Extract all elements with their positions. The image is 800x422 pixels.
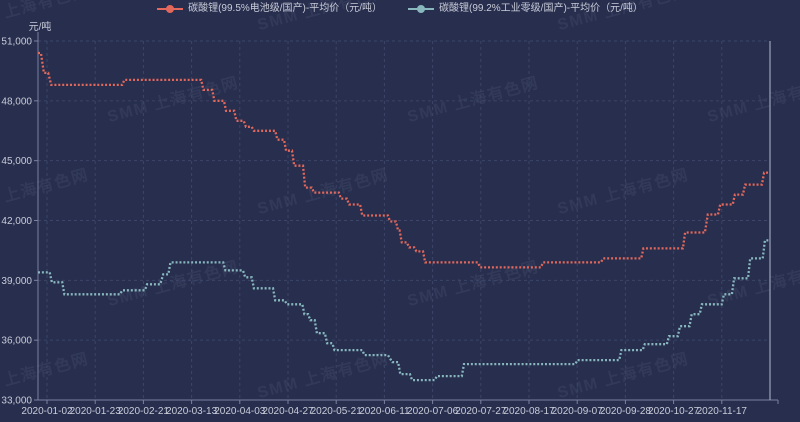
y-tick-label: 45,000 (1, 156, 32, 167)
x-tick-label: 2020-08-17 (503, 406, 555, 417)
x-tick-label: 2020-03-13 (166, 406, 218, 417)
x-tick-label: 2020-06-11 (359, 406, 410, 417)
x-tick-label: 2020-02-21 (118, 406, 170, 417)
y-tick-label: 48,000 (1, 96, 32, 107)
x-tick-label: 2020-01-02 (21, 406, 73, 417)
series-line-industrial-grade[interactable] (38, 239, 770, 382)
legend-dot-icon (417, 5, 425, 13)
y-axis-unit-label: 元/吨 (29, 20, 52, 33)
x-tick-label: 2020-09-07 (552, 406, 604, 417)
legend-item-industrial-grade[interactable]: 碳酸锂(99.2%工业零级/国产)-平均价（元/吨） (408, 2, 643, 16)
legend-label: 碳酸锂(99.2%工业零级/国产)-平均价（元/吨） (439, 3, 643, 14)
x-tick-label: 2020-04-03 (214, 406, 266, 417)
x-tick-label: 2020-10-27 (648, 406, 700, 417)
y-tick-label: 36,000 (1, 336, 32, 347)
x-tick-label: 2020-11-17 (697, 406, 748, 417)
x-tick-label: 2020-07-27 (455, 406, 507, 417)
y-tick-label: 33,000 (1, 396, 32, 407)
x-tick-label: 2020-09-28 (600, 406, 652, 417)
line-series-marker-icon (157, 5, 184, 13)
legend-dot-icon (166, 5, 175, 13)
y-tick-label: 51,000 (1, 37, 32, 48)
x-tick-label: 2020-07-06 (407, 406, 459, 417)
x-tick-label: 2020-01-23 (70, 406, 122, 417)
line-series-marker-icon (408, 5, 434, 13)
x-tick-label: 2020-05-21 (311, 406, 363, 417)
y-tick-label: 42,000 (1, 216, 32, 227)
chart-legend: 碳酸锂(99.5%电池级/国产)-平均价（元/吨） 碳酸锂(99.2%工业零级/… (0, 2, 800, 16)
legend-item-battery-grade[interactable]: 碳酸锂(99.5%电池级/国产)-平均价（元/吨） (157, 2, 382, 16)
legend-label: 碳酸锂(99.5%电池级/国产)-平均价（元/吨） (188, 3, 382, 14)
x-tick-label: 2020-04-27 (262, 406, 314, 417)
y-tick-label: 39,000 (1, 276, 32, 287)
series-line-battery-grade[interactable] (38, 51, 770, 269)
